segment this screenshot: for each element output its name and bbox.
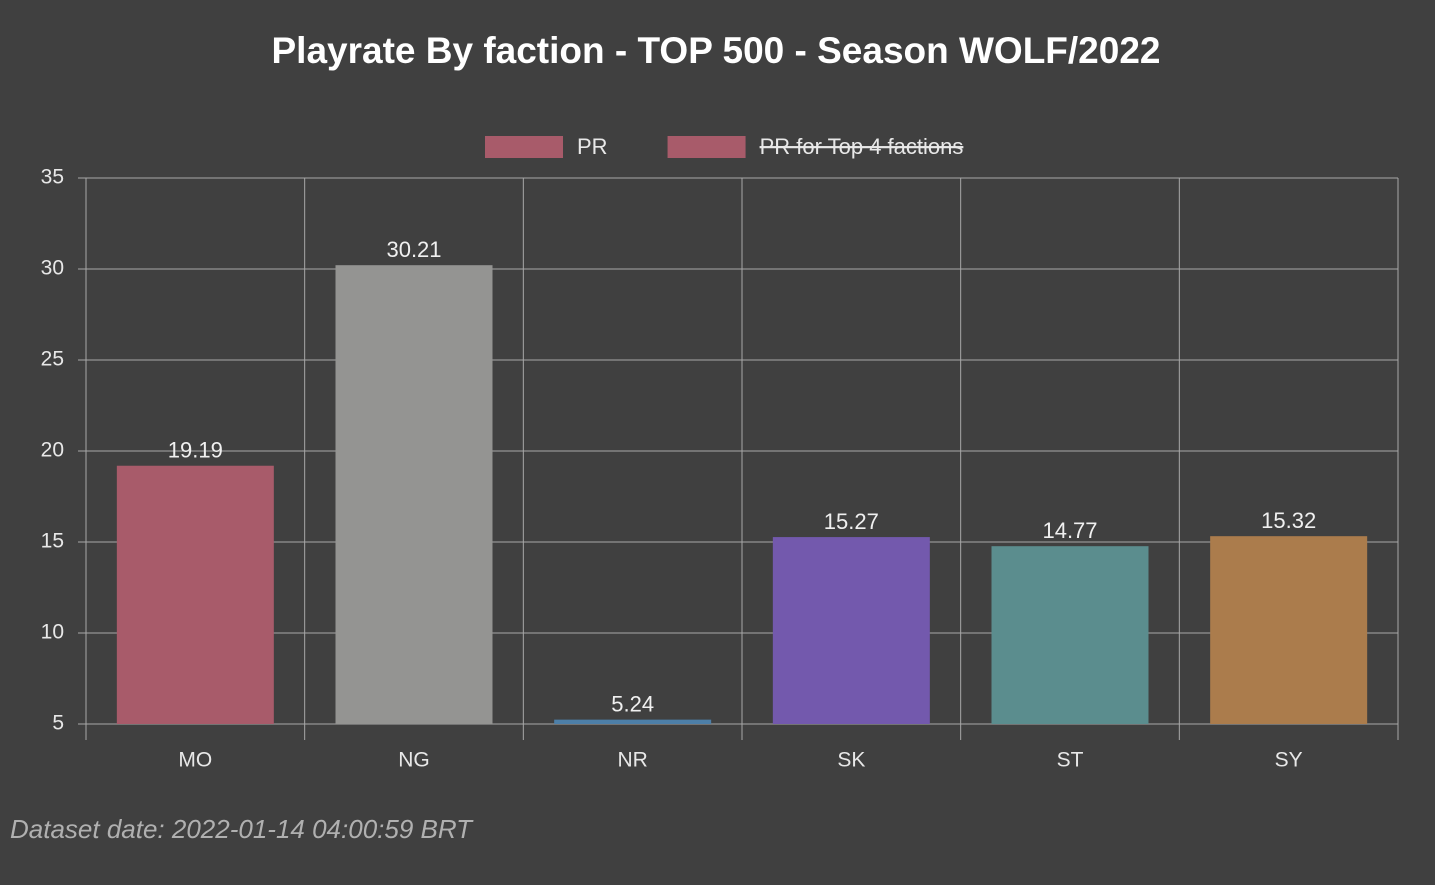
legend-swatch[interactable] [667, 136, 746, 158]
value-label: 15.27 [824, 509, 879, 534]
value-label: 5.24 [611, 691, 654, 716]
y-tick-label: 25 [41, 348, 64, 371]
value-label: 15.32 [1261, 508, 1316, 533]
legend-swatch[interactable] [485, 136, 563, 158]
footer: Dataset date: 2022-01-14 04:00:59 BRT [10, 814, 474, 844]
x-tick-label: NG [398, 749, 430, 772]
value-label: 19.19 [168, 438, 223, 463]
bar [1210, 536, 1368, 724]
legend-label[interactable]: PR for Top 4 factions [760, 134, 964, 159]
value-label: 30.21 [386, 237, 441, 262]
x-tick-label: MO [178, 749, 212, 772]
legend-label[interactable]: PR [577, 134, 608, 159]
bar [991, 546, 1149, 724]
bar [554, 719, 712, 724]
bar [335, 265, 493, 724]
x-tick-label: ST [1057, 749, 1084, 772]
y-tick-label: 15 [41, 530, 64, 553]
x-tick-label: SK [837, 749, 865, 772]
x-tick-label: SY [1275, 749, 1303, 772]
value-label: 14.77 [1042, 518, 1097, 543]
y-tick-label: 10 [41, 621, 64, 644]
bar [772, 537, 930, 724]
x-tick-label: NR [617, 749, 647, 772]
y-tick-label: 35 [41, 166, 64, 189]
y-tick-label: 20 [41, 439, 64, 462]
bar [116, 465, 274, 724]
y-tick-label: 5 [52, 712, 64, 735]
chart-title: Playrate By faction - TOP 500 - Season W… [271, 30, 1160, 71]
y-tick-label: 30 [41, 257, 64, 280]
